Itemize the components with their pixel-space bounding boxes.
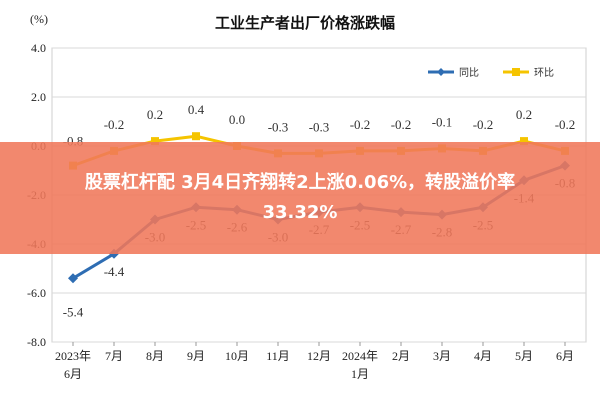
x-tick-label: 4月	[474, 349, 492, 363]
x-tick-label: 10月	[225, 349, 249, 363]
overlay-line-2: 33.32%	[262, 202, 338, 223]
x-tick-label: 2023年	[55, 349, 91, 363]
x-axis: 2023年 6月 7月 8月 9月 10月 11月 12月 2024年 1月 2月 3月 4月 5月 6月	[55, 342, 574, 381]
promo-overlay-banner: 股票杠杆配 3月4日齐翔转2上涨0.06%，转股溢价率 33.32%	[0, 142, 600, 254]
legend-label: 环比	[534, 67, 554, 79]
x-tick-label: 7月	[105, 349, 123, 363]
data-label: -0.1	[432, 114, 453, 129]
x-tick-label: 3月	[433, 349, 451, 363]
data-point	[151, 137, 159, 146]
data-label: -0.2	[555, 117, 576, 132]
data-label: -0.2	[350, 117, 371, 132]
y-tick-label: 2.0	[31, 90, 46, 104]
x-tick-label: 6月	[556, 349, 574, 363]
data-label: 0.0	[229, 112, 245, 127]
data-label: 0.2	[147, 107, 163, 122]
data-label: -4.4	[104, 264, 125, 279]
x-tick-label: 9月	[187, 349, 205, 363]
data-point	[68, 273, 78, 284]
data-point	[520, 137, 528, 146]
x-tick-label-line2: 6月	[64, 367, 82, 381]
x-tick-label-line2: 1月	[351, 367, 369, 381]
data-label: -0.3	[268, 119, 289, 134]
legend-marker	[437, 68, 445, 76]
data-point	[192, 132, 200, 141]
x-tick-label: 2024年	[342, 349, 378, 363]
unit-label: (%)	[30, 12, 48, 26]
overlay-line-1: 股票杠杆配 3月4日齐翔转2上涨0.06%，转股溢价率	[84, 172, 516, 193]
y-tick-label: -6.0	[27, 286, 46, 300]
y-tick-label: 4.0	[31, 41, 46, 55]
data-label: -0.2	[473, 117, 494, 132]
legend: 同比 环比	[428, 67, 554, 79]
data-label: -5.4	[63, 304, 84, 319]
data-label: -0.2	[391, 117, 412, 132]
x-tick-label: 11月	[266, 349, 290, 363]
x-tick-label: 8月	[146, 349, 164, 363]
y-tick-label: -8.0	[27, 335, 46, 349]
legend-marker	[512, 68, 520, 76]
data-label: -0.3	[309, 119, 330, 134]
x-tick-label: 5月	[515, 349, 533, 363]
x-tick-label: 2月	[392, 349, 410, 363]
data-label: 0.2	[516, 107, 532, 122]
data-label: -0.2	[104, 117, 125, 132]
chart-title: 工业生产者出厂价格涨跌幅	[215, 14, 395, 32]
legend-label: 同比	[459, 67, 479, 79]
x-tick-label: 12月	[307, 349, 331, 363]
data-label: 0.4	[188, 102, 205, 117]
